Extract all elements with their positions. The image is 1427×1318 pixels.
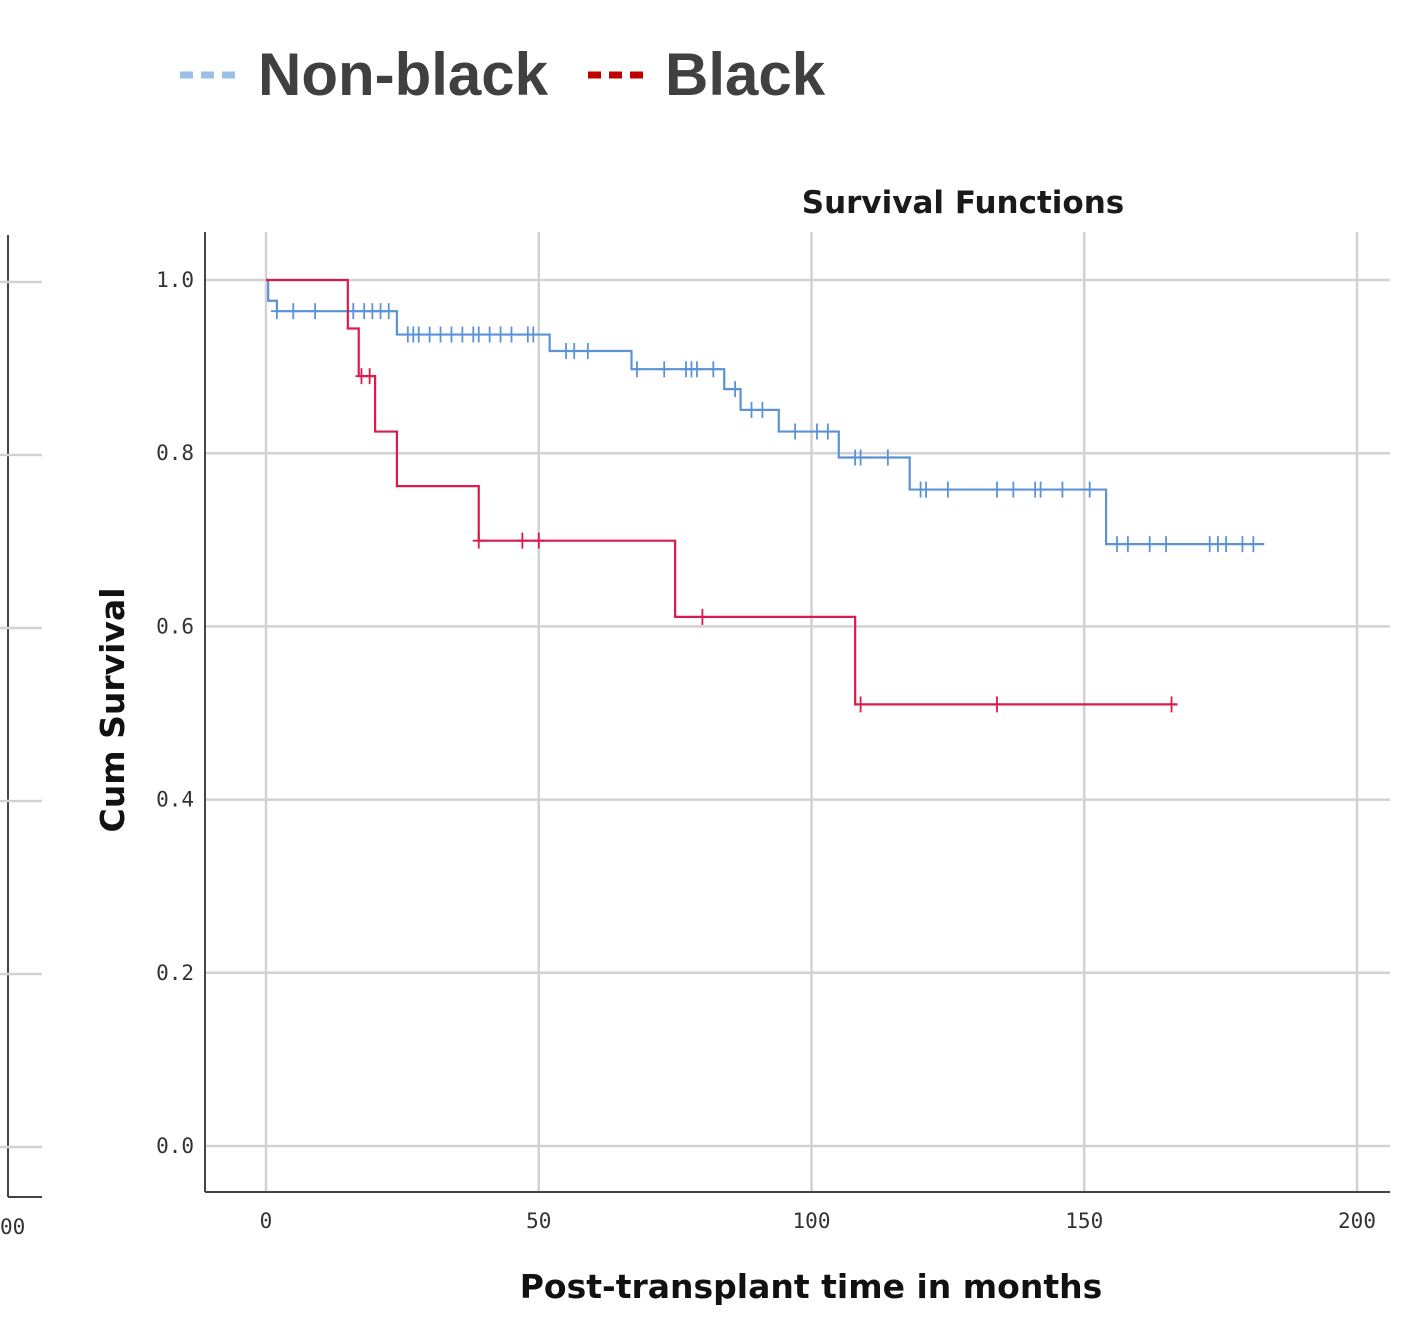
- censor-mark-non-black: [990, 481, 1003, 498]
- x-tick-label: 150: [1065, 1209, 1103, 1233]
- censor-mark-black: [990, 696, 1003, 713]
- censor-mark-black: [532, 532, 545, 549]
- y-tick-label: 0.0: [156, 1134, 194, 1158]
- censor-mark-non-black: [630, 361, 643, 378]
- survival-curve-non-black: [266, 278, 1265, 546]
- censor-mark-non-black: [456, 326, 469, 343]
- x-tick-label: 100: [793, 1209, 831, 1233]
- censor-mark-black: [363, 368, 376, 385]
- censor-mark-non-black: [581, 343, 594, 360]
- censor-mark-non-black: [1143, 536, 1156, 553]
- censor-mark-non-black: [270, 303, 283, 320]
- censor-mark-non-black: [729, 381, 742, 398]
- censor-mark-black: [1165, 696, 1178, 713]
- censor-mark-non-black: [347, 303, 360, 320]
- left-chart-fragment: 00: [0, 235, 42, 1239]
- censor-mark-non-black: [789, 423, 802, 440]
- censor-mark-non-black: [472, 326, 485, 343]
- censor-mark-non-black: [445, 326, 458, 343]
- censor-mark-non-black: [309, 303, 322, 320]
- censor-mark-non-black: [920, 481, 933, 498]
- censor-mark-non-black: [1110, 536, 1123, 553]
- legend-label-non-black: Non-black: [258, 41, 549, 108]
- y-tick-label: 1.0: [156, 268, 194, 292]
- censor-mark-non-black: [1247, 536, 1260, 553]
- censor-mark-non-black: [1236, 536, 1249, 553]
- censor-mark-non-black: [745, 401, 758, 418]
- censor-mark-non-black: [1160, 536, 1173, 553]
- y-tick-label: 0.2: [156, 961, 194, 985]
- censor-mark-non-black: [1121, 536, 1134, 553]
- y-axis-label: Cum Survival: [93, 587, 132, 832]
- left-fragment-tick-label: 00: [0, 1215, 25, 1239]
- censor-mark-non-black: [1220, 536, 1233, 553]
- censor-mark-non-black: [941, 481, 954, 498]
- censor-mark-non-black: [810, 423, 823, 440]
- censor-mark-non-black: [483, 326, 496, 343]
- censor-mark-non-black: [756, 401, 769, 418]
- censor-mark-non-black: [382, 303, 395, 320]
- y-tick-label: 0.4: [156, 788, 194, 812]
- censor-mark-non-black: [423, 326, 436, 343]
- censor-mark-non-black: [707, 361, 720, 378]
- censor-mark-black: [516, 532, 529, 549]
- x-tick-label: 0: [260, 1209, 273, 1233]
- censor-mark-non-black: [527, 326, 540, 343]
- series: [266, 278, 1265, 713]
- censor-mark-non-black: [1034, 481, 1047, 498]
- x-tick-label: 50: [526, 1209, 551, 1233]
- censor-mark-non-black: [434, 326, 447, 343]
- censor-mark-black: [696, 608, 709, 625]
- censor-mark-non-black: [854, 449, 867, 466]
- x-axis-label: Post-transplant time in months: [520, 1267, 1102, 1306]
- censor-mark-non-black: [658, 361, 671, 378]
- censor-mark-non-black: [1083, 481, 1096, 498]
- censor-mark-non-black: [690, 361, 703, 378]
- y-tick-label: 0.8: [156, 441, 194, 465]
- legend: Non-black Black: [180, 41, 826, 108]
- censor-mark-non-black: [1007, 481, 1020, 498]
- legend-label-black: Black: [665, 41, 826, 108]
- censor-mark-black: [854, 696, 867, 713]
- censor-mark-non-black: [1056, 481, 1069, 498]
- censor-mark-non-black: [412, 326, 425, 343]
- series-black: [266, 278, 1178, 713]
- axes: [204, 232, 1390, 1193]
- censor-mark-non-black: [287, 303, 300, 320]
- series-non-black: [266, 278, 1265, 553]
- chart-title: Survival Functions: [802, 185, 1124, 221]
- survival-curve-black: [266, 278, 1177, 706]
- grid: [205, 232, 1390, 1192]
- y-tick-label: 0.6: [156, 614, 194, 638]
- tick-labels: 0 50 100 150 200 0.0 0.2 0.4 0.6 0.8 1.0: [156, 268, 1376, 1233]
- censor-mark-non-black: [821, 423, 834, 440]
- censor-mark-black: [472, 532, 485, 549]
- censor-mark-non-black: [494, 326, 507, 343]
- censor-mark-non-black: [505, 326, 518, 343]
- x-tick-label: 200: [1338, 1209, 1376, 1233]
- censor-mark-non-black: [881, 449, 894, 466]
- censor-mark-non-black: [568, 343, 581, 360]
